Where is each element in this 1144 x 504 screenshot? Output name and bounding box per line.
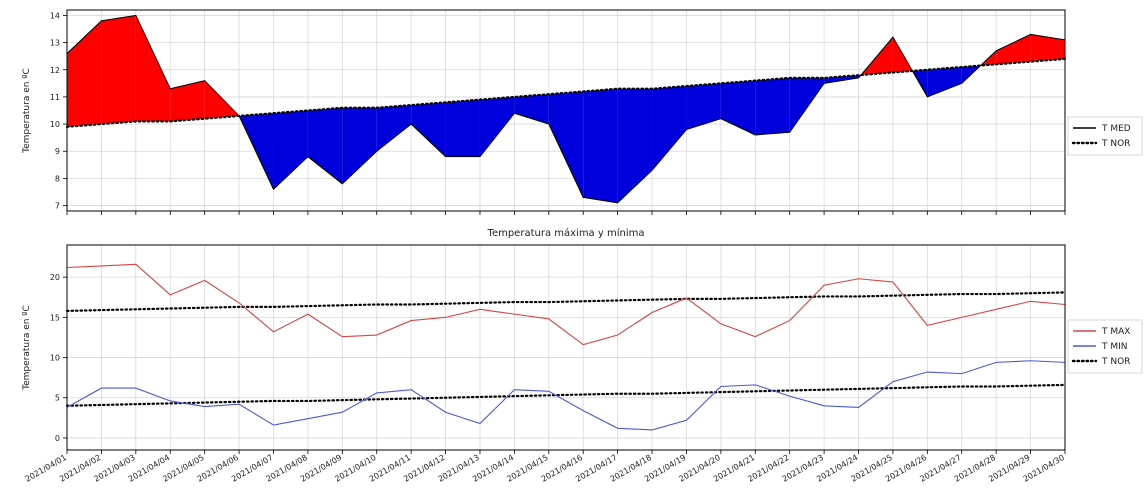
- y-tick-label: 0: [55, 434, 60, 443]
- bottom-grid: [67, 245, 1065, 450]
- y-tick-label: 12: [50, 66, 60, 75]
- below-normal-fill: [652, 86, 686, 170]
- y-tick-label: 13: [50, 39, 60, 48]
- below-normal-fill: [686, 83, 720, 129]
- y-tick-label: 20: [50, 273, 60, 282]
- max-min-temperature-panel: Temperatura máxima y mínima 0 5 10 15 20 202…: [22, 227, 1142, 484]
- below-normal-fill: [927, 67, 961, 97]
- above-normal-fill: [996, 34, 1030, 64]
- series-line-t-nor-min: [67, 385, 1065, 406]
- y-tick-label: 11: [50, 93, 60, 102]
- legend-label: T MIN: [1101, 342, 1128, 352]
- bottom-y-ticks: 0 5 10 15 20: [50, 273, 67, 443]
- below-normal-fill: [480, 97, 514, 157]
- below-normal-fill: [342, 108, 376, 184]
- below-normal-fill: [273, 111, 307, 190]
- bottom-y-axis-label: Temperatura en ºC: [22, 305, 32, 391]
- series-line-t-nor-max: [67, 292, 1065, 310]
- top-legend: T MED T NOR: [1068, 117, 1142, 155]
- above-normal-fill: [136, 15, 170, 121]
- legend-label: T NOR: [1101, 357, 1130, 367]
- top-y-ticks: 7 8 9 10 11 12 13 14: [50, 11, 67, 210]
- below-normal-fill: [583, 89, 617, 203]
- below-normal-fill: [446, 100, 480, 157]
- y-tick-label: 10: [50, 354, 60, 363]
- legend-label: T NOR: [1101, 139, 1130, 149]
- above-normal-fill: [170, 81, 204, 122]
- y-tick-label: 15: [50, 313, 60, 322]
- y-tick-label: 14: [50, 11, 60, 20]
- below-normal-fill: [514, 94, 548, 124]
- bottom-series-lines: [67, 264, 1065, 430]
- top-x-ticks: [67, 211, 1065, 215]
- below-normal-fill: [549, 91, 583, 197]
- above-normal-fill: [1031, 34, 1065, 61]
- bottom-plot-frame: [67, 245, 1065, 450]
- y-tick-label: 8: [55, 174, 60, 183]
- y-tick-label: 5: [55, 394, 60, 403]
- legend-label: T MAX: [1101, 327, 1130, 337]
- above-normal-fill: [101, 15, 135, 124]
- legend-box: [1068, 117, 1142, 155]
- bottom-x-ticks: 2021/04/012021/04/022021/04/032021/04/04…: [24, 450, 1066, 484]
- mean-temperature-panel: 7 8 9 10 11 12 13 14 Temperatura en ºC T MED T N…: [22, 10, 1142, 215]
- legend-label: T MED: [1101, 124, 1131, 134]
- top-y-axis-label: Temperatura en ºC: [22, 68, 32, 154]
- bottom-legend: T MAX T MIN T NOR: [1068, 320, 1142, 373]
- y-tick-label: 9: [55, 147, 60, 156]
- y-tick-label: 7: [55, 202, 60, 211]
- below-normal-fill: [618, 89, 652, 203]
- bottom-chart-title: Temperatura máxima y mínima: [487, 227, 645, 239]
- y-tick-label: 10: [50, 120, 60, 129]
- top-anomaly-fills: [67, 15, 1065, 202]
- below-normal-fill: [755, 78, 789, 135]
- series-line-t-max: [67, 264, 1065, 344]
- below-normal-fill: [308, 108, 342, 184]
